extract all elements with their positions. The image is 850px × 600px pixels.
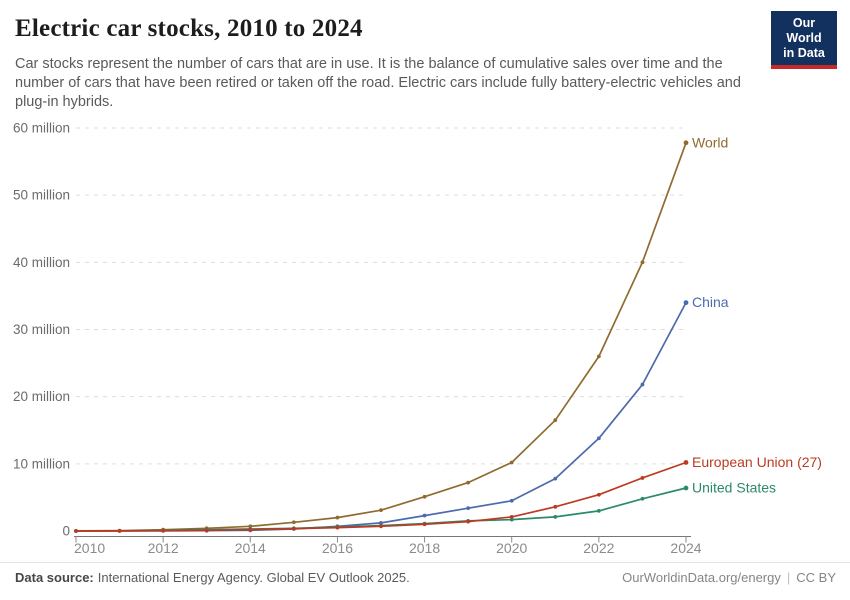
data-point-european-union-27 — [640, 476, 645, 480]
data-point-united-states — [553, 514, 558, 519]
data-point-china — [379, 521, 383, 525]
footer-license: CC BY — [796, 570, 836, 585]
owid-logo: Our World in Data — [771, 11, 837, 69]
data-point-european-union-27 — [74, 529, 78, 533]
x-axis-label: 2012 — [148, 540, 179, 556]
data-point-european-union-27 — [161, 528, 166, 533]
data-point-world — [422, 494, 427, 499]
data-point-china — [422, 513, 427, 518]
x-axis-label: 2020 — [496, 540, 527, 556]
data-point-european-union-27 — [596, 492, 601, 497]
y-axis-label: 60 million — [13, 121, 70, 136]
owid-logo-text-line1: Our World — [786, 16, 822, 45]
owid-logo-text-line2: in Data — [783, 46, 825, 60]
data-point-united-states — [335, 525, 340, 529]
data-point-world — [509, 460, 514, 465]
data-point-united-states — [248, 527, 253, 531]
data-point-china — [117, 529, 122, 533]
data-point-china — [509, 498, 514, 503]
data-point-china — [291, 527, 296, 531]
data-point-united-states — [204, 527, 209, 532]
data-point-european-union-27 — [379, 524, 383, 529]
y-axis-label: 50 million — [13, 188, 70, 203]
data-point-world — [204, 526, 209, 531]
x-axis-label: 2014 — [235, 540, 266, 556]
data-point-world — [74, 528, 78, 533]
data-point-european-union-27 — [683, 460, 689, 465]
chart-subtitle: Car stocks represent the number of cars … — [15, 56, 741, 110]
series-label-world: World — [692, 134, 728, 150]
data-point-united-states — [509, 517, 514, 522]
x-axis-label: 2016 — [322, 540, 353, 556]
y-axis-label: 10 million — [13, 456, 70, 471]
data-point-united-states — [596, 508, 601, 513]
x-axis-label: 2010 — [74, 540, 105, 556]
series-label-china: China — [692, 294, 729, 310]
data-point-china — [683, 300, 689, 306]
data-point-world — [553, 418, 558, 423]
data-point-european-union-27 — [509, 514, 514, 519]
data-point-united-states — [161, 528, 166, 533]
data-point-china — [204, 528, 209, 533]
series-line-world — [75, 141, 687, 532]
data-point-world — [683, 140, 689, 146]
data-point-united-states — [683, 485, 689, 491]
data-point-united-states — [379, 523, 383, 528]
data-point-european-union-27 — [466, 519, 471, 524]
series-line-european-union-27 — [75, 461, 687, 532]
x-axis-label: 2018 — [409, 540, 440, 556]
data-source-text: International Energy Agency. Global EV O… — [97, 570, 410, 585]
y-axis-label: 40 million — [13, 255, 70, 270]
footer-separator: | — [786, 570, 791, 585]
y-axis-label: 0 — [62, 524, 70, 539]
footer-url: OurWorldinData.org/energy — [622, 570, 781, 585]
data-point-european-union-27 — [422, 522, 427, 527]
data-point-china — [161, 528, 166, 533]
data-point-european-union-27 — [248, 527, 253, 532]
series-line-united-states — [75, 487, 687, 532]
series-label-united-states: United States — [692, 480, 776, 496]
data-point-united-states — [291, 526, 296, 531]
data-point-united-states — [117, 528, 122, 533]
data-point-european-union-27 — [117, 528, 122, 533]
data-point-china — [466, 506, 471, 511]
chart-footer: Data source: International Energy Agency.… — [15, 570, 836, 585]
data-point-european-union-27 — [553, 504, 558, 509]
data-point-united-states — [640, 496, 645, 501]
data-point-european-union-27 — [291, 526, 296, 531]
data-point-china — [596, 436, 601, 441]
data-point-china — [335, 524, 340, 529]
page-title: Electric car stocks, 2010 to 2024 — [15, 15, 363, 42]
footer-attribution: OurWorldinData.org/energy | CC BY — [622, 570, 836, 585]
footer-divider — [0, 562, 850, 563]
x-axis-label: 2024 — [670, 540, 701, 556]
data-point-china — [553, 476, 558, 481]
data-point-european-union-27 — [204, 528, 209, 533]
y-axis-label: 30 million — [13, 322, 70, 337]
data-point-world — [379, 508, 383, 513]
data-point-world — [117, 528, 122, 533]
data-point-united-states — [422, 521, 427, 526]
data-point-world — [596, 354, 601, 359]
y-axis-label: 20 million — [13, 389, 70, 404]
series-line-china — [75, 301, 687, 532]
data-point-world — [161, 527, 166, 532]
data-point-world — [335, 515, 340, 520]
data-point-united-states — [74, 529, 78, 533]
data-point-united-states — [466, 519, 471, 523]
data-point-world — [291, 520, 296, 525]
data-point-world — [640, 260, 645, 265]
series-label-european-union-27: European Union (27) — [692, 454, 822, 470]
data-source: Data source: International Energy Agency.… — [15, 570, 410, 585]
data-point-world — [466, 480, 471, 485]
data-point-european-union-27 — [335, 525, 340, 530]
data-source-label: Data source: — [15, 570, 94, 585]
data-point-china — [248, 528, 253, 533]
data-point-world — [248, 524, 253, 529]
data-point-china — [74, 529, 78, 533]
x-axis-label: 2022 — [583, 540, 614, 556]
data-point-china — [640, 382, 645, 387]
